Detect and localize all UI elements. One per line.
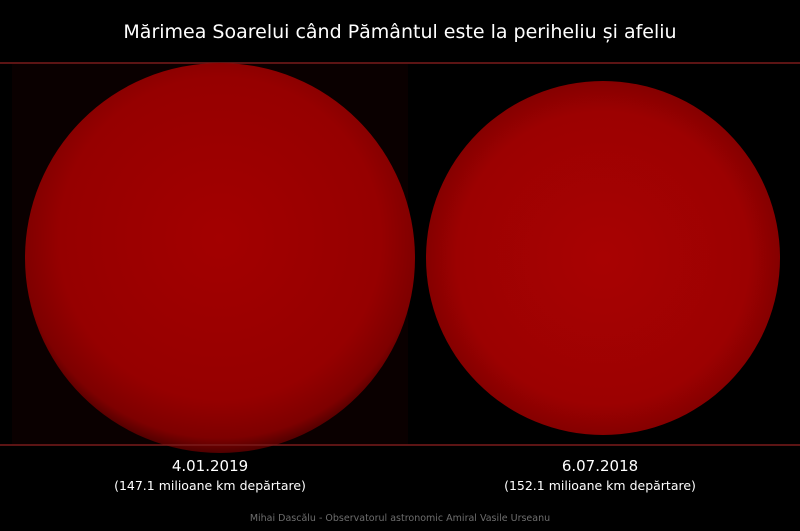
date: 4.01.2019: [172, 457, 248, 475]
title: Mărimea Soarelui când Pământul este la p…: [123, 21, 676, 43]
distance: (147.1 milioane km depărtare): [114, 478, 306, 493]
sun-aphelion: [426, 81, 780, 435]
distance: (152.1 milioane km depărtare): [504, 478, 696, 493]
credit: Mihai Dascălu - Observatorul astronomic …: [250, 513, 550, 524]
sun-perihelion: [25, 63, 415, 453]
date: 6.07.2018: [562, 457, 638, 475]
